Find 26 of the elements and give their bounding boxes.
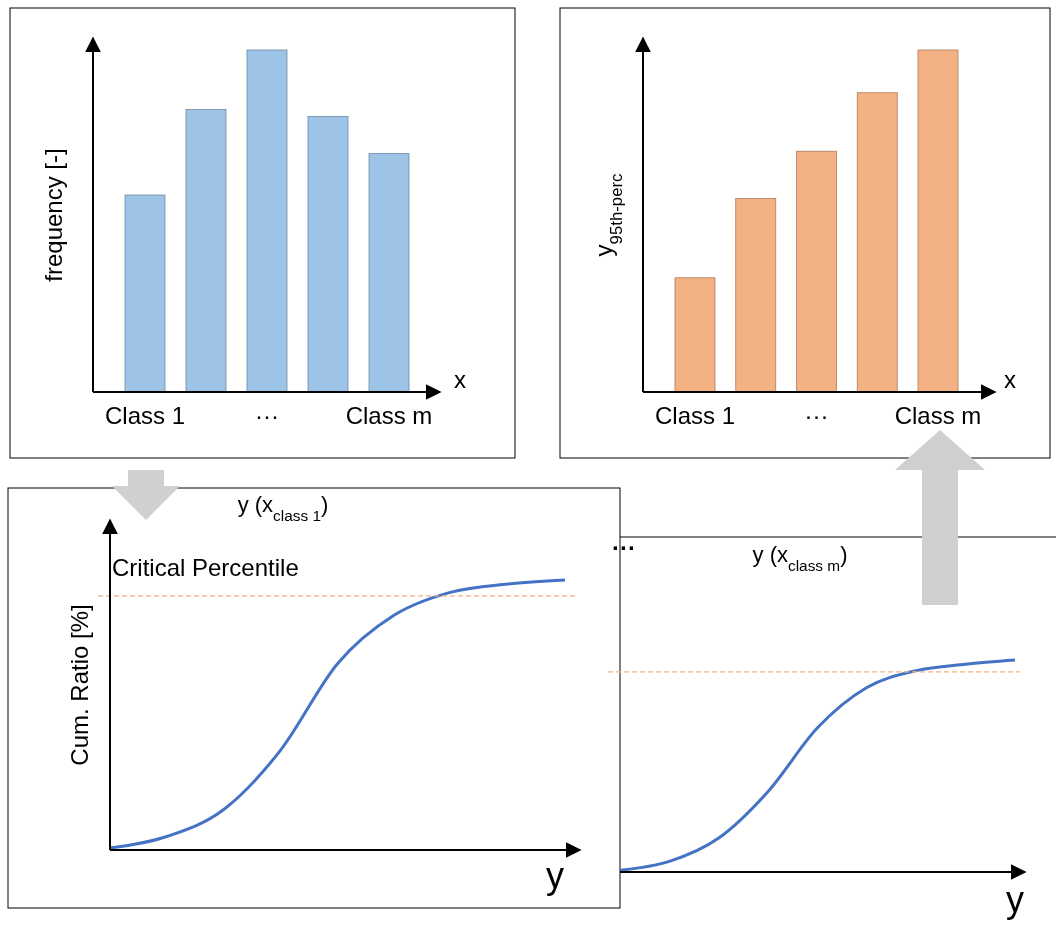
x-axis-title: x (454, 366, 466, 393)
x-tick-label: ··· (255, 402, 279, 429)
bar (185, 109, 227, 393)
annotation: Critical Percentile (112, 554, 299, 581)
x-axis-title: y (546, 855, 564, 896)
y-axis-title: frequency [-] (40, 148, 67, 282)
bar (368, 153, 410, 393)
x-tick-label: Class 1 (104, 402, 186, 429)
y-axis-title: Cum. Ratio [%] (66, 604, 93, 766)
bar (307, 115, 349, 393)
x-tick-label: Class m (345, 402, 433, 429)
chart-title: y (x$_{class m}$) (752, 542, 848, 574)
bar (674, 277, 716, 393)
chart-title: y (x$_{class 1}$) (237, 492, 329, 524)
bar (246, 49, 288, 393)
bar (124, 194, 166, 393)
bar (917, 49, 959, 393)
x-tick-label: Class 1 (654, 402, 736, 429)
bar (735, 198, 777, 393)
bar (856, 92, 898, 393)
x-tick-label: ··· (804, 402, 829, 429)
x-tick-label: Class m (894, 402, 982, 429)
x-axis-title: x (1004, 366, 1016, 393)
x-axis-title: y (1006, 879, 1024, 920)
text: ··· (612, 534, 636, 561)
bar (796, 150, 837, 393)
